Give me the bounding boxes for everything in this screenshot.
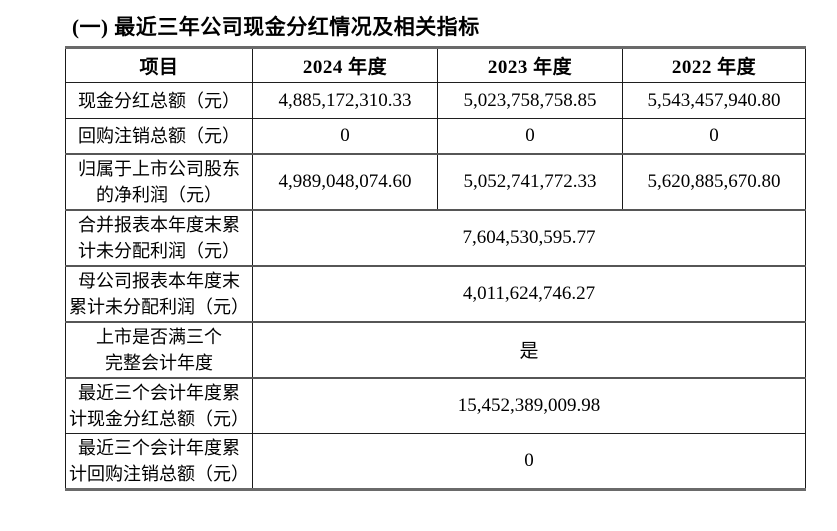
value-cell: 5,023,758,758.85 <box>437 82 623 119</box>
value-cell: 4,885,172,310.33 <box>252 82 438 119</box>
value-cell: 0 <box>252 118 438 154</box>
header-cell-year-2023: 2023 年度 <box>437 47 623 83</box>
table-row-buyback-cancel-total: 回购注销总额（元） 0 0 0 <box>65 118 806 154</box>
value-cell: 5,543,457,940.80 <box>622 82 806 119</box>
table-header-row: 项目 2024 年度 2023 年度 2022 年度 <box>65 47 806 83</box>
merged-value-cell: 4,011,624,746.27 <box>252 265 806 322</box>
header-cell-year-2022: 2022 年度 <box>622 47 806 83</box>
table-row-listed-three-full-years: 上市是否满三个 完整会计年度 是 <box>65 321 806 378</box>
row-label-cell: 现金分红总额（元） <box>65 82 253 119</box>
header-cell-item: 项目 <box>65 47 253 83</box>
row-label-cell: 回购注销总额（元） <box>65 118 253 154</box>
value-cell: 0 <box>622 118 806 154</box>
row-label-cell: 母公司报表本年度末 累计未分配利润（元） <box>65 265 253 322</box>
value-cell: 4,989,048,074.60 <box>252 153 438 210</box>
table-row-parent-undistributed-profit: 母公司报表本年度末 累计未分配利润（元） 4,011,624,746.27 <box>65 265 806 322</box>
dividend-table: 项目 2024 年度 2023 年度 2022 年度 现金分红总额（元） 4,8… <box>65 46 806 491</box>
value-cell: 5,620,885,670.80 <box>622 153 806 210</box>
value-cell: 0 <box>437 118 623 154</box>
merged-value-cell: 0 <box>252 433 806 489</box>
row-label-cell: 合并报表本年度末累 计未分配利润（元） <box>65 209 253 266</box>
merged-value-cell: 是 <box>252 321 806 378</box>
row-label-cell: 归属于上市公司股东 的净利润（元） <box>65 153 253 210</box>
table-row-cash-dividend-total: 现金分红总额（元） 4,885,172,310.33 5,023,758,758… <box>65 82 806 119</box>
row-label-cell: 最近三个会计年度累 计回购注销总额（元） <box>65 433 253 489</box>
table-row-net-profit-shareholders: 归属于上市公司股东 的净利润（元） 4,989,048,074.60 5,052… <box>65 153 806 210</box>
header-cell-year-2024: 2024 年度 <box>252 47 438 83</box>
section-title: (一) 最近三年公司现金分红情况及相关指标 <box>72 15 480 39</box>
table-row-consolidated-undistributed-profit: 合并报表本年度末累 计未分配利润（元） 7,604,530,595.77 <box>65 209 806 266</box>
merged-value-cell: 7,604,530,595.77 <box>252 209 806 266</box>
row-label-cell: 最近三个会计年度累 计现金分红总额（元） <box>65 377 253 433</box>
value-cell: 5,052,741,772.33 <box>437 153 623 210</box>
table-row-three-year-buyback-cancel-total: 最近三个会计年度累 计回购注销总额（元） 0 <box>65 433 806 489</box>
merged-value-cell: 15,452,389,009.98 <box>252 377 806 433</box>
table-row-three-year-cash-dividend-total: 最近三个会计年度累 计现金分红总额（元） 15,452,389,009.98 <box>65 377 806 433</box>
row-label-cell: 上市是否满三个 完整会计年度 <box>65 321 253 378</box>
